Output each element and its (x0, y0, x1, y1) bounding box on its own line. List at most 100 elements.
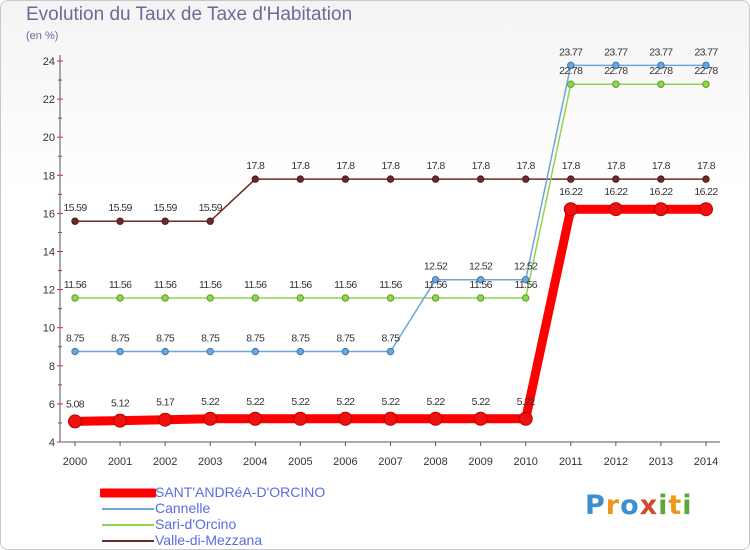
y-tick-label: 18 (43, 170, 55, 182)
series-line (70, 204, 711, 426)
y-tick-label: 4 (49, 437, 55, 449)
data-label: 11.56 (379, 279, 402, 291)
data-label: 5.22 (427, 396, 446, 408)
data-point (116, 294, 124, 302)
data-label: 8.75 (291, 333, 310, 345)
y-tick-label: 20 (43, 132, 55, 144)
data-label: 22.78 (694, 65, 718, 77)
data-label: 8.75 (246, 333, 265, 345)
data-label: 5.22 (201, 396, 220, 408)
legend-swatch (102, 508, 154, 510)
data-point (161, 217, 169, 225)
data-point (428, 411, 443, 426)
x-tick-label: 2007 (378, 456, 402, 468)
data-label: 11.56 (424, 279, 447, 291)
data-label: 11.56 (289, 279, 312, 291)
data-label: 22.78 (559, 65, 583, 77)
x-tick-label: 2001 (108, 456, 132, 468)
data-label: 17.8 (246, 160, 265, 172)
data-point (251, 175, 259, 183)
data-point (248, 411, 263, 426)
data-label: 23.77 (649, 46, 673, 58)
data-point (296, 294, 305, 302)
data-point (251, 347, 259, 356)
data-point (68, 414, 82, 429)
data-point (657, 61, 665, 70)
x-tick-label: 2014 (694, 456, 718, 468)
data-label: 15.59 (153, 202, 177, 214)
data-label: 16.22 (649, 186, 673, 198)
logo-letter: r (605, 490, 621, 521)
legend-swatch (100, 488, 156, 498)
data-label: 15.59 (199, 202, 223, 214)
data-point (612, 80, 620, 88)
data-label: 11.56 (154, 279, 177, 291)
data-point (386, 294, 395, 302)
logo-letter: P (585, 490, 606, 521)
data-point (657, 80, 665, 88)
data-label: 23.77 (559, 46, 583, 58)
data-label: 17.8 (697, 160, 716, 172)
data-point (251, 294, 259, 302)
x-tick-label: 2000 (63, 456, 87, 468)
data-label: 17.8 (381, 160, 400, 172)
x-tick-label: 2012 (604, 456, 628, 468)
data-point (567, 175, 575, 183)
data-point (71, 294, 79, 302)
x-tick-label: 2006 (333, 456, 357, 468)
data-point (116, 217, 124, 225)
y-tick-label: 6 (49, 399, 55, 411)
x-tick-label: 2002 (153, 456, 177, 468)
data-label: 5.17 (156, 397, 175, 409)
data-point (563, 202, 578, 217)
chart-title: Evolution du Taux de Taxe d'Habitation (26, 4, 353, 25)
data-label: 5.22 (291, 396, 310, 408)
data-label: 5.22 (517, 396, 536, 408)
data-point (161, 294, 169, 302)
logo-letter: x (639, 490, 659, 521)
data-label: 17.8 (517, 160, 536, 172)
data-label: 11.56 (514, 279, 537, 291)
data-label: 23.77 (604, 46, 628, 58)
data-point (653, 202, 668, 217)
data-label: 11.56 (109, 279, 132, 291)
data-label: 12.52 (424, 261, 448, 273)
data-label: 16.22 (694, 186, 718, 198)
data-label: 8.75 (156, 333, 175, 345)
data-label: 22.78 (604, 65, 628, 77)
data-point (612, 61, 620, 70)
data-point (431, 175, 440, 183)
data-point (522, 294, 530, 302)
data-point (206, 294, 214, 302)
data-label: 15.59 (63, 202, 87, 214)
data-label: 22.78 (649, 65, 673, 77)
data-label: 5.12 (111, 398, 130, 410)
y-tick-label: 12 (43, 285, 55, 297)
x-tick-label: 2003 (198, 456, 222, 468)
data-point (522, 275, 530, 284)
data-point (71, 347, 79, 356)
legend-label: Valle-di-Mezzana (155, 532, 263, 548)
data-point (702, 61, 710, 70)
data-point (522, 175, 530, 183)
data-label: 11.56 (64, 279, 87, 291)
data-label: 17.8 (291, 160, 310, 172)
data-point (158, 412, 173, 427)
y-tick-label: 10 (43, 323, 55, 335)
data-point (612, 175, 620, 183)
x-tick-label: 2008 (423, 456, 447, 468)
data-point (431, 294, 440, 302)
data-point (113, 413, 128, 428)
data-label: 23.77 (694, 46, 718, 58)
data-point (518, 411, 533, 426)
data-label: 17.8 (562, 160, 581, 172)
data-label: 5.22 (472, 396, 491, 408)
logo-letter: t (668, 490, 683, 521)
data-label: 17.8 (472, 160, 491, 172)
data-point (608, 202, 623, 217)
x-tick-label: 2013 (649, 456, 673, 468)
data-label: 8.75 (111, 333, 130, 345)
y-tick-label: 22 (43, 94, 55, 106)
